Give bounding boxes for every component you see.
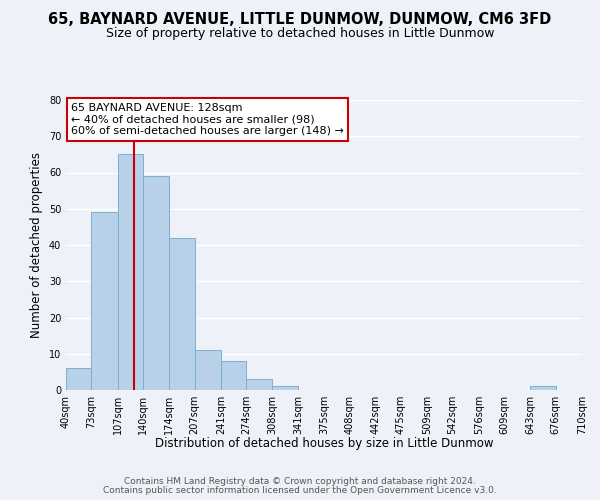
Bar <box>272 386 298 390</box>
Bar <box>143 176 169 390</box>
X-axis label: Distribution of detached houses by size in Little Dunmow: Distribution of detached houses by size … <box>155 437 493 450</box>
Bar <box>246 379 272 390</box>
Text: Size of property relative to detached houses in Little Dunmow: Size of property relative to detached ho… <box>106 28 494 40</box>
Text: 65 BAYNARD AVENUE: 128sqm
← 40% of detached houses are smaller (98)
60% of semi-: 65 BAYNARD AVENUE: 128sqm ← 40% of detac… <box>71 103 344 136</box>
Text: 65, BAYNARD AVENUE, LITTLE DUNMOW, DUNMOW, CM6 3FD: 65, BAYNARD AVENUE, LITTLE DUNMOW, DUNMO… <box>49 12 551 28</box>
Y-axis label: Number of detached properties: Number of detached properties <box>30 152 43 338</box>
Bar <box>118 154 143 390</box>
Bar <box>91 212 118 390</box>
Bar <box>530 386 556 390</box>
Text: Contains public sector information licensed under the Open Government Licence v3: Contains public sector information licen… <box>103 486 497 495</box>
Bar <box>194 350 221 390</box>
Text: Contains HM Land Registry data © Crown copyright and database right 2024.: Contains HM Land Registry data © Crown c… <box>124 477 476 486</box>
Bar <box>221 361 246 390</box>
Bar <box>169 238 194 390</box>
Bar <box>66 368 91 390</box>
